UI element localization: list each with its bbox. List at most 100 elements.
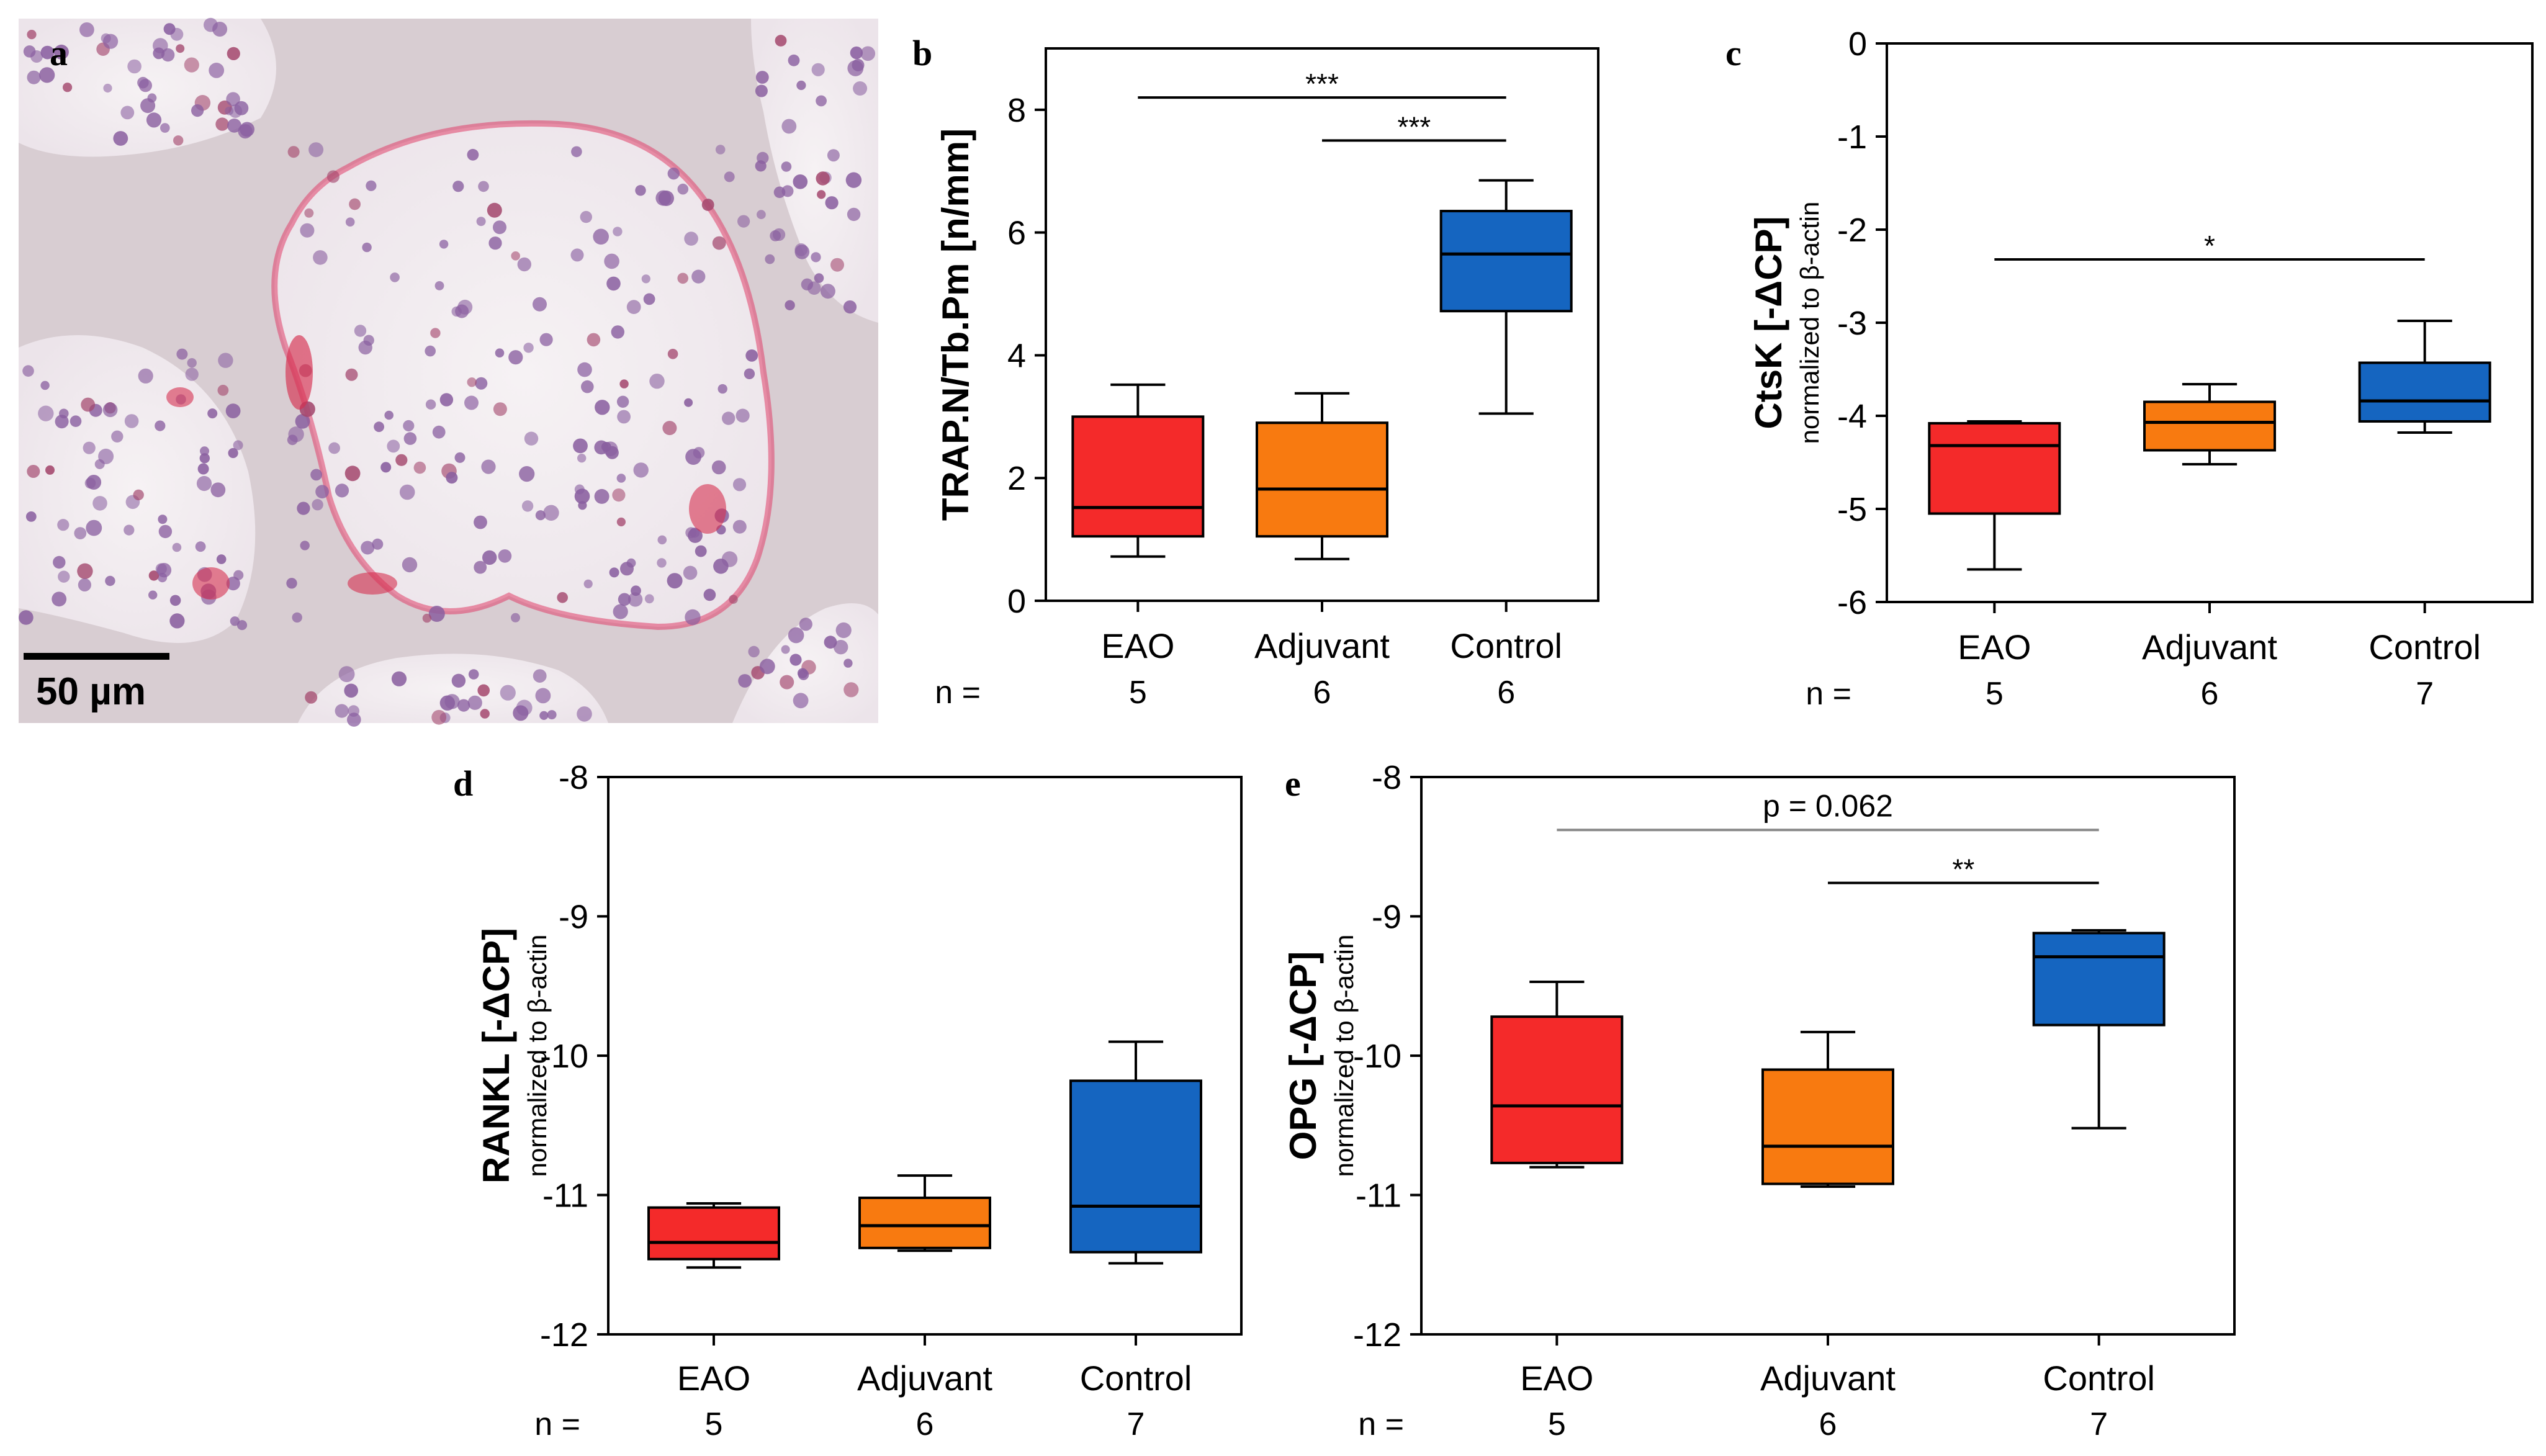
iqr-box — [858, 1196, 991, 1249]
cell-nucleus — [425, 345, 436, 357]
cell-nucleus — [27, 30, 37, 40]
panel-letter-e: e — [1285, 763, 1301, 804]
n-value: 7 — [2090, 1406, 2108, 1442]
cell-nucleus — [535, 688, 551, 704]
cell-nucleus — [195, 541, 206, 552]
cell-nucleus — [775, 35, 787, 47]
cell-nucleus — [744, 368, 755, 379]
iqr-box — [647, 1206, 780, 1261]
n-label: n = — [935, 675, 981, 711]
category-label: Adjuvant — [1760, 1359, 1896, 1398]
cell-nucleus — [27, 465, 40, 478]
cell-nucleus — [230, 616, 240, 626]
cell-nucleus — [138, 368, 153, 384]
cell-nucleus — [807, 281, 821, 295]
cell-nucleus — [755, 71, 769, 84]
cell-nucleus — [310, 469, 322, 481]
y-tick-label: -1 — [1837, 119, 1867, 156]
cell-nucleus — [493, 402, 507, 416]
micrograph-panel: a 50 µm — [19, 17, 878, 727]
plot-frame — [1886, 42, 2534, 603]
cell-nucleus — [425, 399, 436, 410]
box-control — [2032, 928, 2166, 1130]
cell-nucleus — [785, 300, 795, 310]
cell-nucleus — [580, 210, 592, 223]
cell-nucleus — [620, 562, 634, 576]
cell-nucleus — [834, 640, 848, 655]
y-tick-label: 6 — [1007, 215, 1026, 252]
cell-nucleus — [225, 403, 241, 418]
cell-nucleus — [616, 517, 626, 527]
cell-nucleus — [695, 545, 707, 557]
cell-nucleus — [474, 515, 487, 529]
cell-nucleus — [847, 207, 861, 222]
cell-nucleus — [845, 172, 862, 188]
cell-nucleus — [23, 45, 36, 58]
cell-nucleus — [315, 485, 329, 499]
cell-nucleus — [86, 475, 102, 490]
n-value: 7 — [2416, 676, 2434, 712]
cell-nucleus — [454, 452, 466, 463]
cell-nucleus — [63, 83, 73, 92]
cell-nucleus — [86, 519, 102, 536]
cell-nucleus — [852, 58, 865, 71]
y-tick-label: 2 — [1007, 460, 1026, 497]
cell-nucleus — [103, 34, 119, 49]
cell-nucleus — [169, 613, 185, 629]
cell-nucleus — [794, 245, 810, 259]
cell-nucleus — [722, 411, 735, 425]
trap-positive-osteoclast — [166, 387, 194, 407]
cell-nucleus — [814, 273, 824, 283]
cell-nucleus — [349, 198, 361, 210]
cell-nucleus — [53, 44, 69, 60]
stained-cells — [19, 17, 876, 727]
cell-nucleus — [77, 563, 93, 579]
cell-nucleus — [45, 465, 55, 475]
cell-nucleus — [384, 410, 394, 420]
cell-nucleus — [477, 684, 490, 697]
cell-nucleus — [40, 380, 50, 390]
cell-nucleus — [358, 340, 372, 355]
cell-nucleus — [789, 654, 802, 666]
cell-nucleus — [176, 44, 185, 53]
cell-nucleus — [631, 585, 641, 596]
cell-nucleus — [390, 272, 400, 282]
cell-nucleus — [667, 573, 683, 589]
cell-nucleus — [380, 462, 392, 473]
category-label: EAO — [1101, 626, 1174, 665]
cell-nucleus — [374, 421, 384, 433]
cell-nucleus — [216, 554, 227, 564]
cell-nucleus — [817, 190, 826, 199]
cell-nucleus — [667, 349, 678, 359]
y-tick-label: 0 — [1848, 25, 1867, 63]
panel-letter-c: c — [1725, 33, 1742, 73]
category-label: EAO — [1958, 627, 2031, 667]
cell-nucleus — [335, 483, 349, 498]
box-eao — [1071, 383, 1205, 558]
box-control — [1439, 179, 1573, 415]
cell-nucleus — [103, 83, 112, 93]
category-label: Adjuvant — [2142, 627, 2277, 667]
cell-nucleus — [524, 431, 539, 446]
cell-nucleus — [234, 101, 249, 115]
category-label: Control — [1450, 626, 1562, 665]
cell-nucleus — [635, 185, 646, 196]
cell-nucleus — [225, 106, 234, 115]
cell-nucleus — [204, 17, 218, 32]
y-tick-label: -6 — [1837, 584, 1867, 621]
y-tick-label: -10 — [540, 1038, 588, 1075]
cell-nucleus — [683, 565, 698, 580]
n-value: 5 — [705, 1406, 723, 1442]
cell-nucleus — [98, 448, 114, 464]
cell-nucleus — [835, 622, 852, 639]
cell-nucleus — [617, 410, 631, 424]
cell-nucleus — [820, 284, 835, 299]
cell-nucleus — [158, 524, 173, 539]
cell-nucleus — [146, 112, 162, 128]
n-value: 5 — [1548, 1406, 1566, 1442]
box-adjuvant — [1256, 392, 1388, 560]
cell-nucleus — [300, 223, 315, 238]
y-tick-label: -3 — [1837, 305, 1867, 342]
cell-nucleus — [158, 515, 168, 524]
cell-nucleus — [295, 414, 310, 429]
